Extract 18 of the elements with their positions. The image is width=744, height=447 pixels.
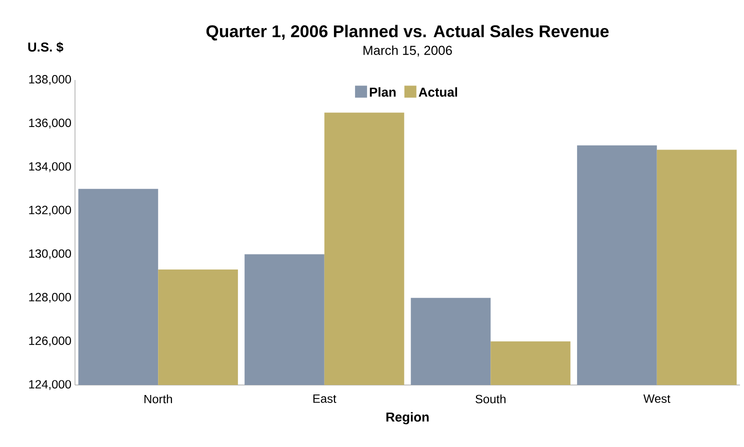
- y-tick-label: 130,000: [29, 249, 72, 260]
- y-axis-title: U.S. $: [28, 42, 64, 52]
- y-tick-label: 134,000: [29, 162, 72, 172]
- y-tick-label: 138,000: [29, 75, 72, 85]
- chart-subtitle: March 15, 2006: [364, 45, 452, 56]
- legend-label: Plan: [370, 87, 396, 97]
- x-tick-label: South: [476, 394, 506, 404]
- y-tick-label: 136,000: [29, 118, 72, 129]
- x-tick-label: North: [144, 394, 172, 404]
- y-tick-label: 124,000: [29, 380, 72, 390]
- legend-label: Actual: [418, 87, 458, 97]
- chart-title: Quarter 1, 2006 Planned vs. Actual Sales Revenue: [206, 24, 609, 40]
- x-axis-title: Region: [386, 412, 429, 424]
- y-tick-label: 126,000: [29, 336, 72, 346]
- x-tick-label: East: [313, 394, 336, 403]
- y-tick-label: 128,000: [29, 292, 72, 303]
- y-tick-label: 132,000: [29, 206, 72, 216]
- x-tick-label: West: [643, 394, 670, 403]
